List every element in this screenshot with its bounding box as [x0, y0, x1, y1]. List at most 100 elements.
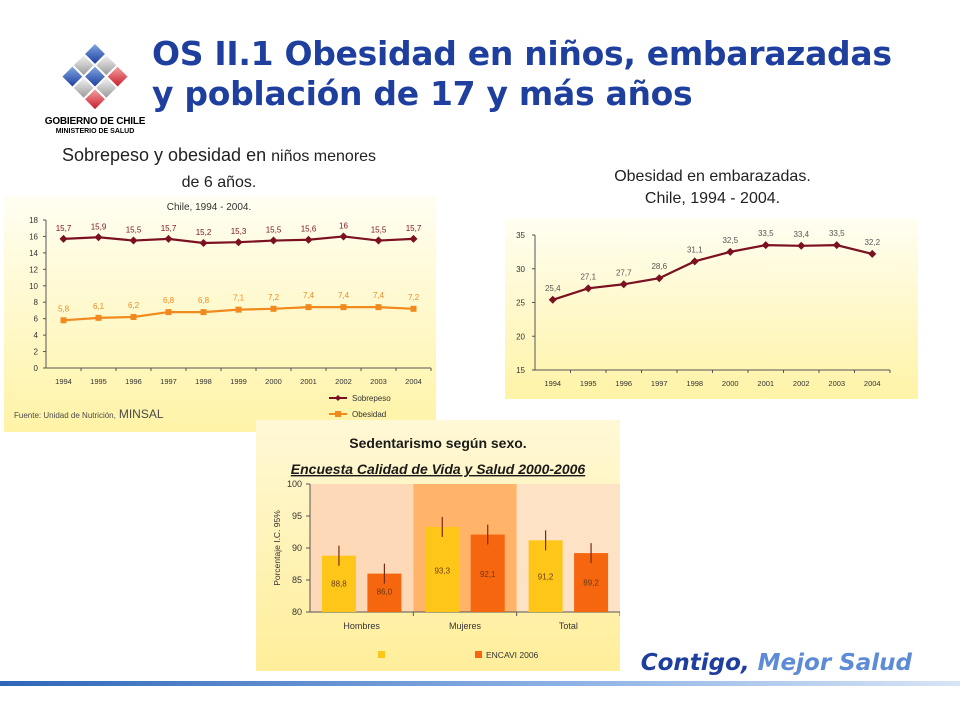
chart1-y-tick-label: 8: [34, 298, 39, 307]
chart1-sobrepeso-point: [199, 239, 208, 248]
chart1-x-tick-label: 1999: [230, 377, 247, 386]
chart3-panel: Sedentarismo según sexo. Encuesta Calida…: [256, 420, 620, 671]
chart1-x-tick-label: 2000: [265, 377, 282, 386]
chart1-title-part1: Sobrepeso y obesidad en: [61, 145, 267, 165]
chart2-x-tick-label: 2004: [864, 379, 881, 388]
chart3-title-line1: Sedentarismo según sexo.: [349, 435, 526, 451]
chart3-category-label: Mujeres: [449, 621, 482, 631]
chart1-obesidad-point: [130, 314, 137, 321]
chart2-x-tick-label: 1998: [686, 379, 703, 388]
chart1-obesidad-label: 6,2: [128, 301, 140, 310]
slogan: Contigo, Mejor Salud: [641, 650, 912, 676]
chart1-obesidad-label: 7,2: [408, 293, 420, 302]
chart1-obesidad-label: 5,8: [58, 304, 70, 313]
chart2-value-label: 31,1: [687, 245, 703, 254]
chart1-y-tick-label: 4: [34, 331, 39, 340]
chart2-point: [548, 295, 557, 304]
gobierno-logo: GOBIERNO DE CHILE MINISTERIO DE SALUD: [40, 40, 150, 140]
chart1-sobrepeso-point: [374, 236, 383, 245]
chart1-y-tick-label: 16: [29, 232, 38, 241]
chart3-value-label: 91,2: [538, 573, 554, 582]
slogan-part1: Contigo,: [640, 650, 750, 676]
chart1-obesidad-point: [340, 304, 347, 311]
chart1-title: Sobrepeso y obesidad en niños menores de…: [4, 143, 434, 195]
chart1-obesidad-point: [305, 304, 312, 311]
chart1-obesidad-label: 7,4: [338, 291, 350, 300]
chart1-obesidad-label: 6,1: [93, 302, 105, 311]
chart1-sobrepeso-label: 15,7: [161, 224, 177, 233]
chart1-y-tick-label: 2: [34, 348, 39, 357]
chart1-x-tick-label: 1995: [90, 377, 107, 386]
chart1-sobrepeso-label: 15,9: [91, 222, 107, 231]
chart1-obesidad-point: [60, 317, 67, 324]
chart2-x-tick-label: 2003: [828, 379, 845, 388]
chart2-value-label: 27,7: [616, 268, 632, 277]
chart2-x-tick-label: 1994: [544, 379, 561, 388]
chart2-title-line1: Obesidad en embarazadas.: [614, 168, 811, 185]
chart3-y-tick-label: 85: [292, 575, 302, 585]
slide-title-line2: y población de 17 y más años: [152, 74, 693, 113]
chart2-point: [832, 241, 841, 250]
chart1-title-part2: niños menores: [271, 148, 377, 165]
chart1-obesidad-point: [95, 314, 102, 321]
chart1-obesidad-point: [410, 305, 417, 312]
chart2-x-tick-label: 1995: [580, 379, 597, 388]
chart3-y-tick-label: 95: [292, 511, 302, 521]
chart1-sobrepeso-label: 15,7: [56, 224, 72, 233]
chart1-obesidad-point: [235, 306, 242, 313]
chart1-obesidad-point: [200, 309, 207, 316]
chart1-source: Fuente: Unidad de Nutrición, MINSAL: [14, 407, 164, 421]
chart2-title: Obesidad en embarazadas. Chile, 1994 - 2…: [505, 166, 920, 210]
chart2-y-tick-label: 15: [516, 366, 525, 375]
chart1-y-tick-label: 14: [29, 249, 38, 258]
chart1-x-tick-label: 1994: [55, 377, 72, 386]
chart1-sobrepeso-point: [59, 234, 68, 243]
chart3-y-tick-label: 80: [292, 607, 302, 617]
slide-title: OS II.1 Obesidad en niños, embarazadas y…: [152, 34, 952, 114]
chart3-value-label: 93,3: [434, 567, 450, 576]
chart1-y-tick-label: 6: [34, 315, 39, 324]
chart2-point: [761, 241, 770, 250]
chart1-obesidad-label: 7,4: [303, 291, 315, 300]
chart2-background: [505, 218, 918, 399]
chart1-obesidad-label: 6,8: [163, 296, 175, 305]
chart3-value-label: 86,0: [377, 588, 393, 597]
chart1-x-tick-label: 2002: [335, 377, 352, 386]
chart1-sobrepeso-point: [234, 238, 243, 247]
chart1-background: [4, 196, 436, 432]
chart3-y-axis-label: Porcentaje I.C. 95%: [272, 510, 282, 586]
chart2-x-tick-label: 2002: [793, 379, 810, 388]
chart2-panel: 15 20 25 30 35 1994 1995 1996 1997 1998 2000 2001 20…: [505, 218, 918, 399]
chart1-title-part3: de 6 años.: [181, 174, 257, 191]
chart1-source-prefix: Fuente: Unidad de Nutrición,: [14, 411, 116, 420]
chart1-sobrepeso-label: 16: [339, 221, 348, 230]
chart1-x-tick-label: 1997: [160, 377, 177, 386]
chart1-y-tick-label: 18: [29, 216, 38, 225]
chart1-source-minsal: MINSAL: [119, 407, 164, 421]
chart1-legend-sobrepeso-label: Sobrepeso: [352, 394, 391, 403]
chart2-point: [868, 249, 877, 258]
chart1-sobrepeso-label: 15,7: [406, 224, 422, 233]
chart1-obesidad-point: [270, 305, 277, 312]
chart1-sobrepeso-label: 15,5: [126, 226, 142, 235]
chart1-y-tick-label: 10: [29, 282, 38, 291]
chart2-y-tick-label: 25: [516, 299, 525, 308]
chart3-y-tick-label: 90: [292, 543, 302, 553]
chart1-obesidad-label: 7,4: [373, 291, 385, 300]
chart3-bar-mujeres-s1: [425, 526, 460, 612]
chart1-sobrepeso-point: [94, 233, 103, 242]
logo-diamond-icon: [62, 44, 128, 110]
chart1-x-tick-label: 2004: [405, 377, 422, 386]
chart2-value-label: 32,2: [864, 238, 880, 247]
logo-text-gobierno: GOBIERNO DE CHILE: [44, 116, 146, 127]
chart3-bar-total-s1: [528, 540, 563, 612]
slide-title-line1: OS II.1 Obesidad en niños, embarazadas: [152, 34, 892, 73]
chart1-obesidad-label: 7,1: [233, 294, 245, 303]
chart1-sobrepeso-label: 15,3: [231, 227, 247, 236]
chart3-bar-mujeres-s2: [470, 534, 505, 612]
chart2-point: [797, 241, 806, 250]
chart1-subtitle: Chile, 1994 - 2004.: [167, 202, 252, 213]
chart1-x-tick-label: 1996: [125, 377, 142, 386]
chart1-legend-obesidad-label: Obesidad: [352, 410, 386, 419]
footer-divider: [0, 681, 960, 686]
